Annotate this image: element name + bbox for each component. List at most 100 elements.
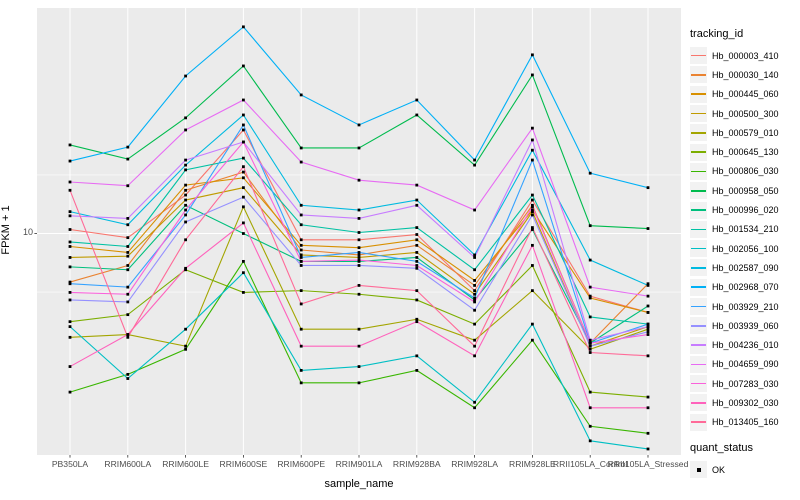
x-tick-label: RRIM928LA	[451, 459, 498, 469]
data-point-marker	[473, 322, 476, 326]
data-point-marker	[646, 325, 650, 329]
data-point-marker	[68, 159, 72, 163]
data-point-marker	[415, 243, 419, 247]
data-point-marker	[357, 246, 361, 250]
data-point-marker	[126, 236, 130, 240]
data-point-marker	[473, 253, 476, 257]
data-point-marker	[68, 228, 72, 231]
data-point-marker	[126, 300, 130, 304]
legend-item: Hb_007283_030	[690, 374, 800, 393]
data-point-marker	[184, 238, 187, 242]
data-point-marker	[126, 254, 130, 258]
legend-item: Hb_013405_160	[690, 413, 800, 432]
data-point-marker	[588, 294, 592, 298]
data-point-marker	[646, 294, 650, 298]
data-point-marker	[473, 268, 476, 272]
data-point-marker	[357, 208, 361, 212]
legend-item: Hb_000500_300	[690, 104, 800, 123]
legend-key	[690, 105, 707, 123]
legend-item-label: Hb_003929_210	[712, 301, 779, 312]
legend-key	[690, 394, 707, 412]
legend-key	[690, 317, 707, 335]
legend-item-label: Hb_000030_140	[712, 69, 779, 80]
legend-key	[690, 298, 707, 315]
data-point-marker	[646, 354, 650, 358]
data-point-marker	[588, 224, 592, 228]
legend-key	[690, 220, 707, 238]
data-point-marker	[531, 148, 534, 152]
legend-key	[690, 201, 707, 219]
data-point-marker	[473, 298, 476, 302]
data-point-marker	[646, 395, 650, 399]
data-point-marker	[184, 163, 187, 167]
data-point-marker	[68, 188, 72, 192]
legend-key	[690, 240, 707, 258]
legend-item-label: Hb_000996_020	[712, 205, 779, 216]
data-point-marker	[184, 116, 187, 120]
data-point-marker	[531, 228, 534, 231]
legend-item-label: Hb_000958_050	[712, 185, 779, 196]
data-point-marker	[242, 156, 245, 160]
data-point-marker	[646, 186, 650, 190]
legend-key-line	[691, 286, 706, 288]
data-point-marker	[242, 98, 245, 102]
legend-key-line	[691, 402, 706, 404]
data-point-marker	[184, 188, 187, 192]
quant-status-legend: quant_status OK	[690, 442, 800, 479]
data-point-marker	[126, 245, 130, 248]
legend-key	[690, 162, 707, 180]
data-point-marker	[357, 344, 361, 348]
x-tick-label: RRIM600LA	[104, 459, 151, 469]
data-point-marker	[184, 347, 187, 351]
data-point-marker	[68, 298, 72, 302]
data-point-marker	[415, 289, 419, 293]
legend: tracking_id Hb_000003_410 Hb_000030_140 Hb…	[690, 28, 800, 479]
data-point-marker	[68, 214, 72, 218]
data-point-marker	[415, 226, 419, 229]
legend-key	[690, 278, 707, 296]
data-point-marker	[126, 377, 130, 380]
data-point-marker	[242, 221, 245, 225]
legend-key-line	[691, 189, 706, 192]
data-point-marker	[242, 64, 245, 68]
legend-item: Hb_002968_070	[690, 278, 800, 297]
data-point-marker	[126, 335, 130, 339]
legend-key-line	[691, 54, 706, 57]
legend-key-line	[691, 151, 706, 153]
data-point-marker	[531, 138, 534, 142]
data-point-marker	[646, 333, 650, 336]
legend-key-line	[691, 247, 706, 250]
data-point-marker	[415, 238, 419, 242]
legend-item: Hb_004236_010	[690, 335, 800, 354]
data-point-marker	[531, 322, 534, 326]
data-point-marker	[588, 315, 592, 319]
data-point-marker	[299, 381, 303, 385]
legend-key	[690, 355, 707, 373]
data-point-marker	[299, 264, 303, 267]
data-point-marker	[68, 210, 72, 214]
data-point-marker	[415, 256, 419, 259]
data-point-marker	[299, 160, 303, 164]
data-point-marker	[588, 338, 592, 342]
data-point-marker	[588, 351, 592, 354]
legend-key-line	[691, 170, 706, 173]
x-tick-label: RRII105LA_Stressed	[608, 459, 689, 469]
legend-key	[690, 259, 707, 277]
legend-item-label: Hb_002587_090	[712, 262, 779, 273]
legend-item: Hb_009302_030	[690, 393, 800, 412]
data-point-marker	[415, 259, 419, 263]
data-point-marker	[473, 289, 476, 293]
legend-key-line	[691, 421, 706, 424]
legend-item: Hb_002056_100	[690, 239, 800, 258]
data-point-marker	[184, 193, 187, 197]
legend-item-label: Hb_004659_090	[712, 359, 779, 370]
data-point-marker	[68, 180, 72, 184]
data-point-marker	[242, 291, 245, 294]
data-point-marker	[68, 245, 72, 248]
data-point-marker	[357, 123, 361, 127]
data-point-marker	[184, 198, 187, 202]
x-tick-label: RRIM600LE	[162, 459, 209, 469]
data-point-marker	[473, 400, 476, 404]
data-point-marker	[646, 330, 650, 334]
data-point-marker	[415, 113, 419, 117]
